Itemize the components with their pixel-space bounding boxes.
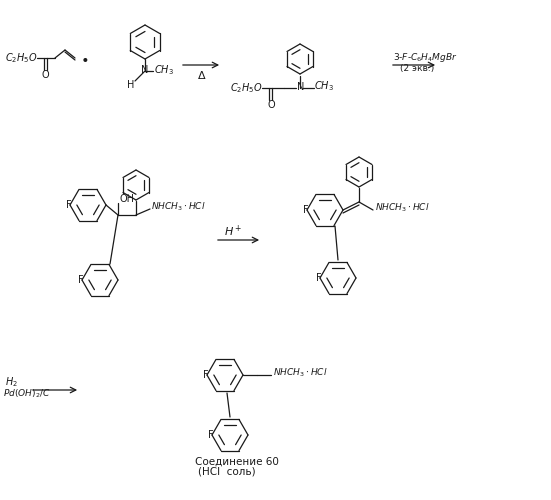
Text: N: N bbox=[141, 65, 148, 75]
Text: $Pd(OH)_2/C$: $Pd(OH)_2/C$ bbox=[3, 388, 51, 400]
Text: N: N bbox=[297, 82, 304, 92]
Text: (HCl  соль): (HCl соль) bbox=[198, 467, 256, 477]
Text: $C_2H_5O$: $C_2H_5O$ bbox=[230, 81, 263, 95]
Text: $CH_3$: $CH_3$ bbox=[314, 79, 334, 93]
Text: Соединение 60: Соединение 60 bbox=[195, 457, 279, 467]
Text: $C_2H_5O$: $C_2H_5O$ bbox=[5, 51, 37, 65]
Text: $NHCH_3 \cdot HCl$: $NHCH_3 \cdot HCl$ bbox=[375, 202, 430, 214]
Text: $NHCH_3 \cdot HCl$: $NHCH_3 \cdot HCl$ bbox=[151, 200, 206, 213]
Text: O: O bbox=[42, 70, 50, 80]
Text: H: H bbox=[127, 80, 134, 90]
Text: F: F bbox=[316, 273, 322, 283]
Text: F: F bbox=[66, 200, 72, 210]
Text: O: O bbox=[267, 100, 274, 110]
Text: F: F bbox=[208, 430, 214, 440]
Text: F: F bbox=[78, 275, 84, 285]
Text: (2 экв.): (2 экв.) bbox=[400, 64, 434, 72]
Text: $3\text{-}F\text{-}C_6H_4MgBr$: $3\text{-}F\text{-}C_6H_4MgBr$ bbox=[393, 50, 458, 64]
Text: $CH_3$: $CH_3$ bbox=[154, 63, 174, 77]
Text: $\Delta$: $\Delta$ bbox=[197, 69, 207, 81]
Text: $NHCH_3 \cdot HCl$: $NHCH_3 \cdot HCl$ bbox=[273, 367, 328, 379]
Text: $H^+$: $H^+$ bbox=[224, 224, 242, 238]
Text: F: F bbox=[203, 370, 209, 380]
Text: F: F bbox=[303, 205, 309, 215]
Text: $H_2$: $H_2$ bbox=[5, 375, 18, 389]
Text: $\bullet$: $\bullet$ bbox=[80, 51, 88, 65]
Text: OH: OH bbox=[120, 194, 135, 204]
